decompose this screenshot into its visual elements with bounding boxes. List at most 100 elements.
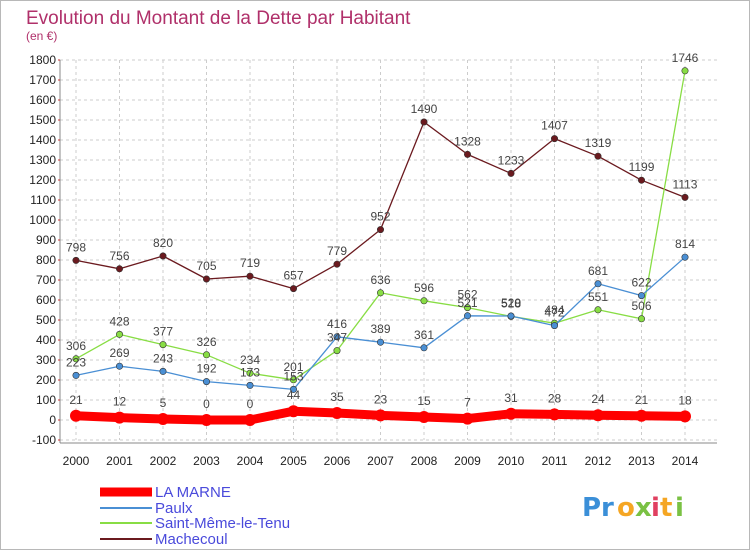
- y-tick-label: 100: [36, 393, 56, 407]
- data-point-paulx: [550, 322, 558, 330]
- data-point-saint-m-me-le-tenu: [463, 304, 471, 312]
- legend-label-la-marne: LA MARNE: [155, 484, 231, 501]
- data-label-paulx: 192: [196, 362, 216, 376]
- data-label-machecoul: 705: [196, 259, 216, 273]
- data-label-saint-m-me-le-tenu: 636: [370, 273, 390, 287]
- x-tick-label: 2007: [367, 454, 394, 468]
- data-point-paulx: [507, 312, 515, 320]
- data-point-saint-m-me-le-tenu: [637, 315, 645, 323]
- data-label-paulx: 243: [153, 351, 173, 365]
- data-point-saint-m-me-le-tenu: [203, 351, 211, 359]
- data-label-machecoul: 1199: [629, 160, 655, 174]
- data-point-saint-m-me-le-tenu: [594, 306, 602, 314]
- data-label-machecoul: 1319: [585, 136, 612, 150]
- data-point-machecoul: [376, 226, 384, 234]
- data-point-saint-m-me-le-tenu: [72, 355, 80, 363]
- y-tick-label: 1300: [29, 153, 56, 167]
- data-label-machecoul: 820: [153, 236, 173, 250]
- x-tick-label: 2002: [150, 454, 177, 468]
- data-point-la-marne: [635, 409, 648, 422]
- data-label-la-marne: 15: [417, 394, 431, 408]
- data-label-machecoul: 1490: [411, 102, 438, 116]
- data-point-la-marne: [679, 410, 691, 423]
- data-label-paulx: 269: [109, 346, 129, 360]
- x-tick-label: 2008: [411, 454, 438, 468]
- data-label-la-marne: 28: [548, 391, 562, 405]
- data-label-machecoul: 1328: [454, 134, 481, 148]
- data-label-paulx: 472: [544, 306, 564, 320]
- data-point-la-marne: [418, 411, 430, 423]
- y-tick-label: -100: [32, 433, 56, 447]
- data-label-la-marne: 0: [203, 397, 210, 411]
- data-label-la-marne: 7: [464, 396, 471, 410]
- data-point-machecoul: [550, 135, 558, 143]
- data-label-paulx: 361: [414, 328, 434, 342]
- unit-label: (en €): [26, 29, 57, 43]
- data-label-paulx: 520: [501, 296, 521, 310]
- data-point-machecoul: [420, 118, 428, 126]
- y-tick-label: 1400: [29, 133, 56, 147]
- data-point-saint-m-me-le-tenu: [289, 376, 297, 384]
- data-point-saint-m-me-le-tenu: [420, 297, 428, 305]
- data-point-paulx: [289, 385, 297, 393]
- data-label-la-marne: 31: [504, 391, 518, 405]
- data-point-paulx: [420, 344, 428, 352]
- y-tick-label: 200: [36, 373, 56, 387]
- data-point-la-marne: [287, 405, 300, 418]
- data-point-la-marne: [113, 411, 126, 424]
- data-point-machecoul: [507, 169, 515, 177]
- y-tick-label: 1000: [29, 213, 56, 227]
- x-tick-label: 2000: [63, 454, 90, 468]
- y-tick-label: 400: [36, 333, 56, 347]
- data-label-la-marne: 35: [330, 390, 344, 404]
- data-label-paulx: 223: [66, 355, 86, 369]
- data-label-machecoul: 719: [240, 256, 260, 270]
- x-tick-label: 2014: [672, 454, 699, 468]
- y-tick-label: 800: [36, 253, 56, 267]
- x-tick-label: 2004: [237, 454, 264, 468]
- data-point-la-marne: [70, 409, 82, 422]
- data-label-machecoul: 1113: [673, 177, 698, 191]
- y-tick-label: 1700: [29, 73, 56, 87]
- legend-label-paulx: Paulx: [155, 500, 193, 517]
- y-tick-label: 1500: [29, 113, 56, 127]
- data-point-machecoul: [203, 275, 211, 283]
- data-label-machecoul: 657: [283, 269, 303, 283]
- x-tick-label: 2011: [542, 454, 568, 468]
- data-label-la-marne: 18: [678, 393, 692, 407]
- data-point-machecoul: [463, 150, 471, 158]
- data-point-paulx: [637, 292, 645, 300]
- data-point-saint-m-me-le-tenu: [681, 67, 689, 75]
- data-label-la-marne: 12: [113, 395, 127, 409]
- x-tick-label: 2005: [280, 454, 307, 468]
- data-label-machecoul: 1233: [498, 153, 525, 167]
- x-tick-label: 2012: [585, 454, 612, 468]
- data-label-paulx: 814: [675, 237, 695, 251]
- data-label-paulx: 389: [370, 322, 390, 336]
- data-point-paulx: [246, 381, 254, 389]
- data-label-machecoul: 779: [327, 244, 347, 258]
- data-label-saint-m-me-le-tenu: 326: [196, 335, 216, 349]
- data-label-la-marne: 23: [374, 392, 388, 406]
- logo-letter-t: t: [660, 493, 672, 523]
- proxiti-logo: Pr o x i t i: [582, 493, 684, 523]
- legend-label-machecoul: Machecoul: [155, 531, 228, 548]
- data-label-la-marne: 5: [160, 396, 167, 410]
- data-point-saint-m-me-le-tenu: [333, 347, 341, 355]
- data-point-paulx: [72, 371, 80, 379]
- data-point-la-marne: [461, 412, 474, 425]
- data-label-saint-m-me-le-tenu: 377: [153, 325, 173, 339]
- y-tick-label: 700: [36, 273, 56, 287]
- data-point-saint-m-me-le-tenu: [246, 369, 254, 377]
- data-label-saint-m-me-le-tenu: 518: [501, 296, 521, 310]
- data-point-paulx: [681, 253, 689, 261]
- data-label-paulx: 416: [327, 317, 347, 331]
- data-label-la-marne: 21: [69, 393, 83, 407]
- y-tick-label: 0: [49, 413, 56, 427]
- data-point-la-marne: [374, 409, 387, 422]
- data-label-saint-m-me-le-tenu: 562: [457, 288, 477, 302]
- logo-letter-i: i: [651, 493, 660, 523]
- data-point-machecoul: [333, 260, 341, 268]
